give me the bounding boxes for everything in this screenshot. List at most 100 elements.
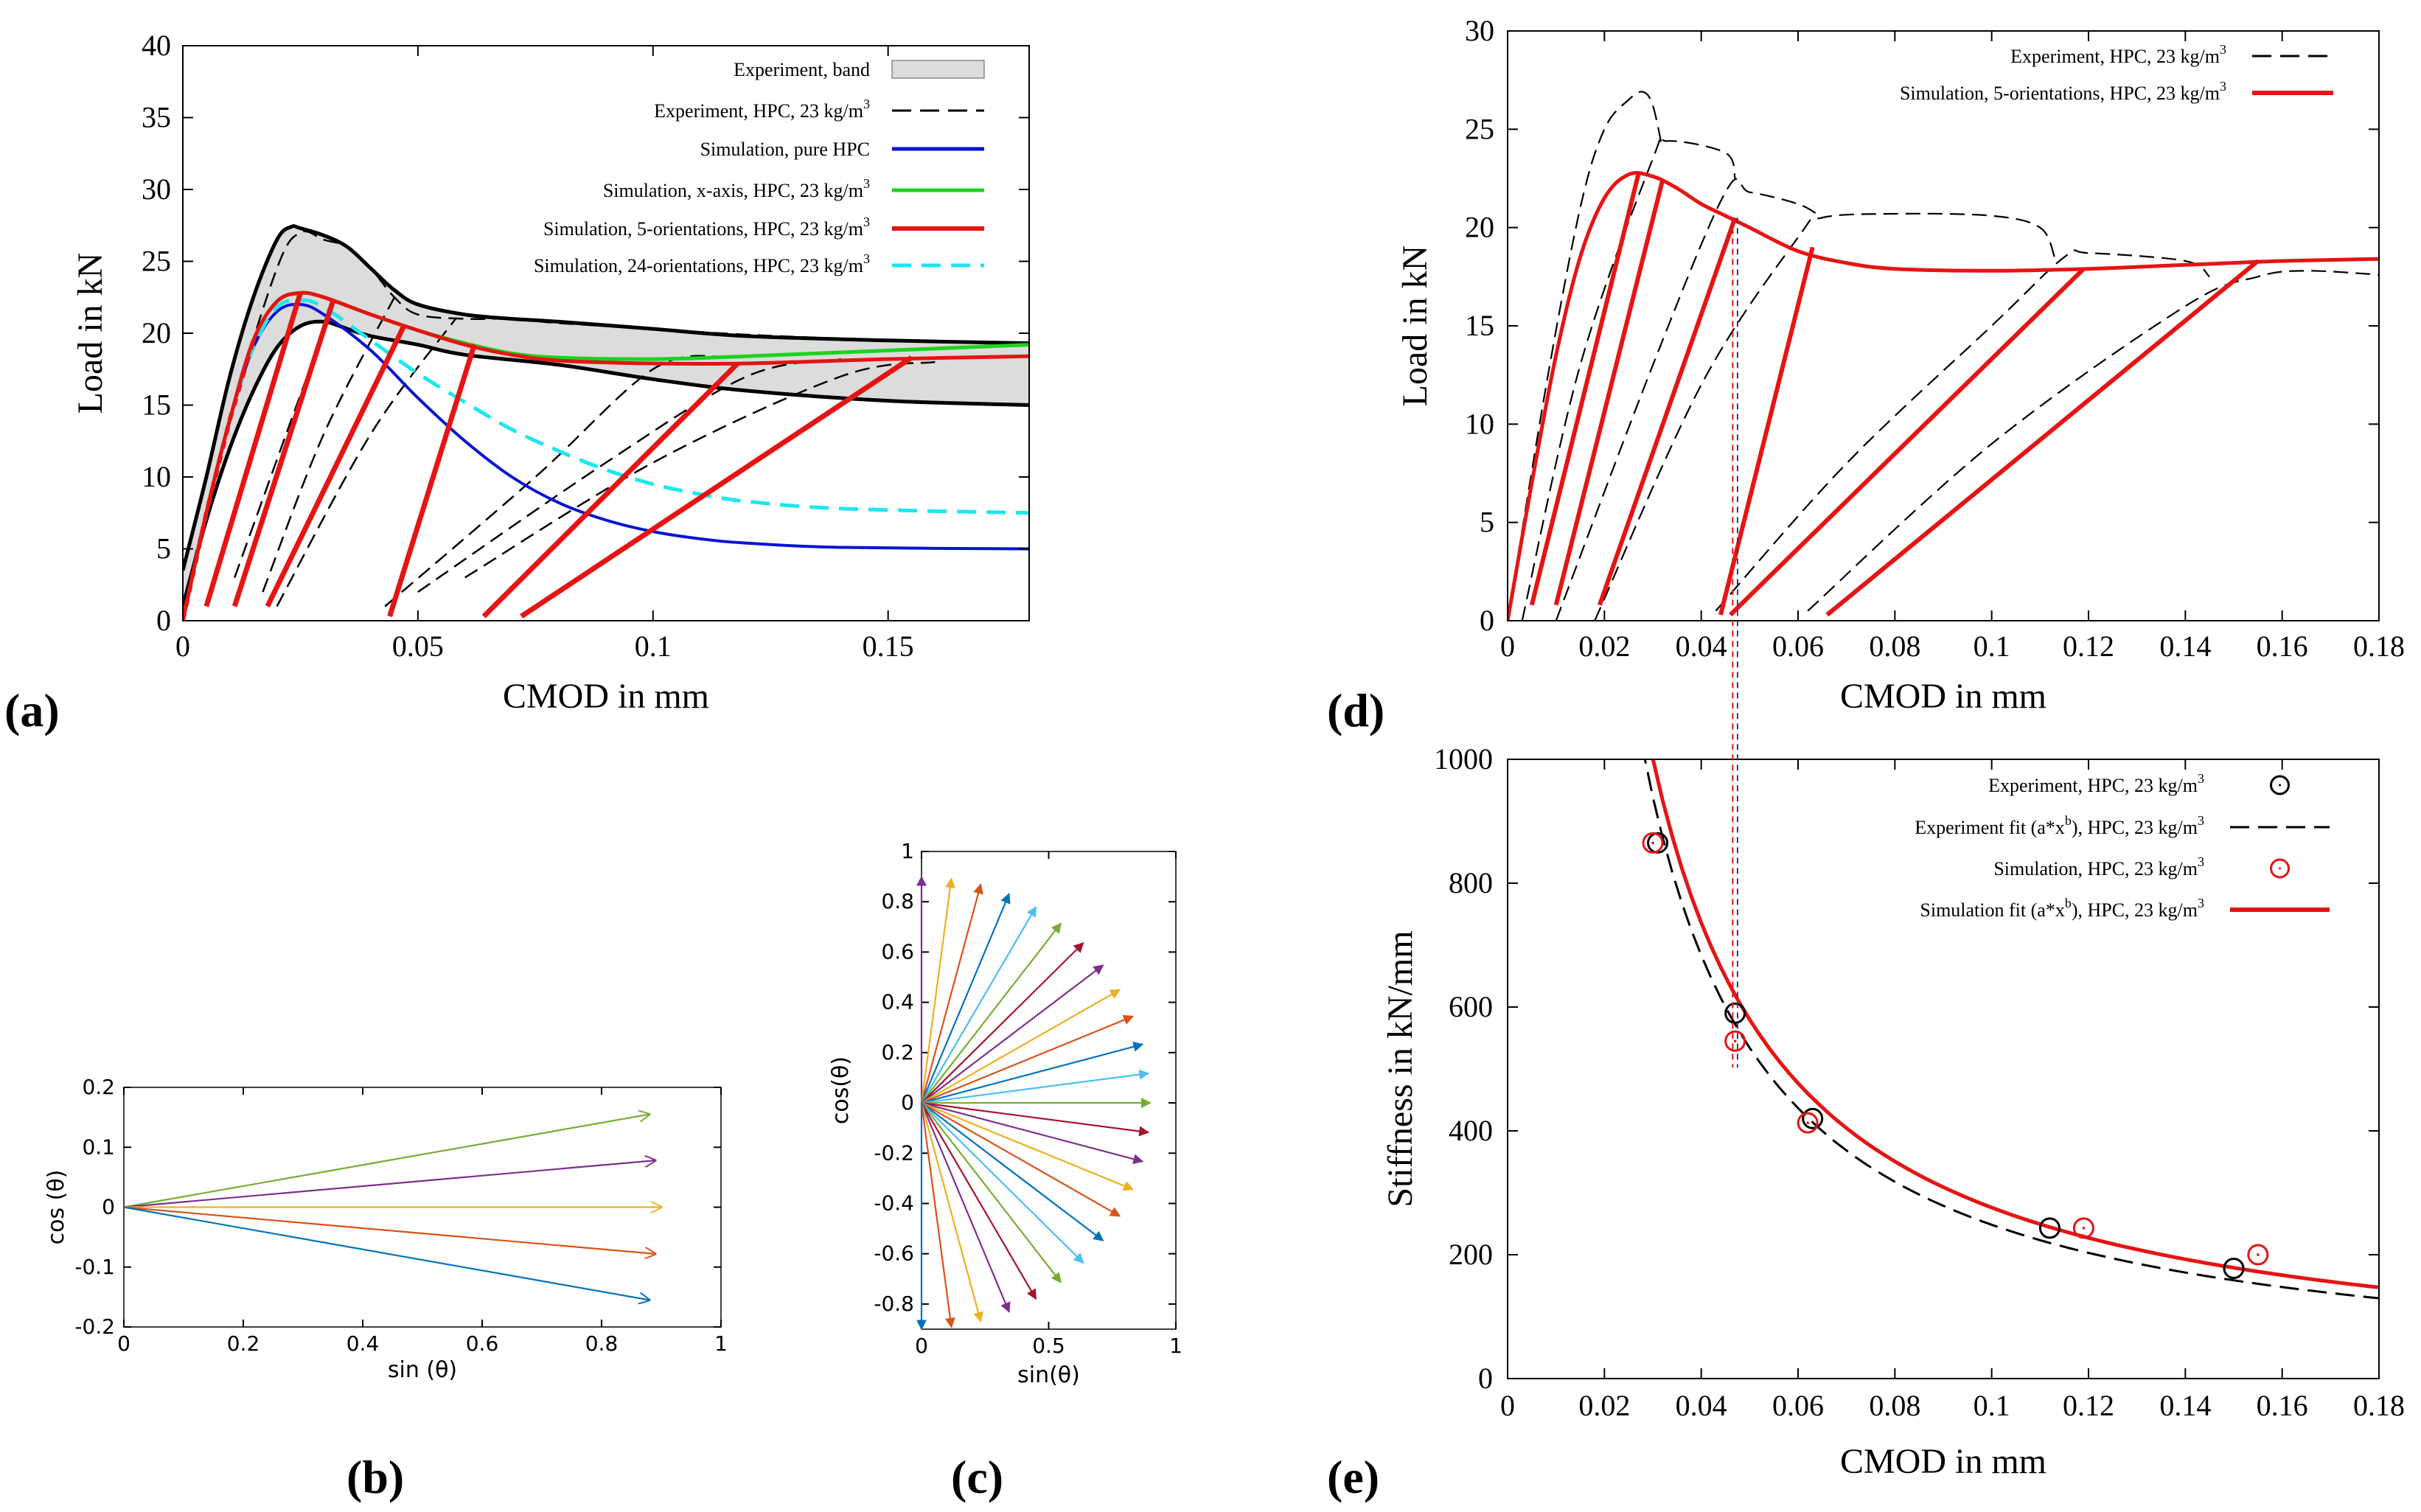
legend-label: Simulation, 24-orientations, HPC, 23 kg/… bbox=[534, 251, 870, 276]
y-axis-label: Stiffness in kN/mm bbox=[1381, 930, 1420, 1207]
orientation-vector bbox=[921, 1101, 1150, 1137]
legend-label-tail: ), HPC, 23 kg/m bbox=[2072, 899, 2198, 921]
legend-label-sup: 3 bbox=[863, 215, 870, 229]
panel-e-chart: 0 0.02 0.04 0.06 0.08 0.1 0.12 0.14 0.16 0.18 0 200… bbox=[1381, 742, 2405, 1481]
y-tick-label: 20 bbox=[142, 316, 171, 349]
simulation-unloading-line bbox=[203, 292, 303, 607]
y-tick-label: 0.2 bbox=[82, 1075, 115, 1099]
orientation-vector bbox=[123, 1160, 655, 1208]
orientation-vector bbox=[920, 1102, 983, 1323]
x-tick-label: 0.05 bbox=[392, 630, 444, 663]
simulation-point bbox=[1797, 1112, 1819, 1134]
y-tick-label: 0 bbox=[1478, 1362, 1493, 1395]
orientation-vector bbox=[920, 1102, 955, 1328]
band-lower-edge bbox=[183, 319, 1029, 607]
x-tick-label: 0.02 bbox=[1578, 630, 1630, 663]
simulation-point bbox=[1642, 832, 1664, 854]
legend-label-tail: ), HPC, 23 kg/m bbox=[2072, 817, 2198, 838]
legend-label: Simulation, HPC, 23 kg/m3 bbox=[1993, 854, 2204, 879]
y-tick-label: 25 bbox=[1465, 112, 1494, 145]
legend-label-sup: b bbox=[2065, 896, 2072, 910]
simulation-point-center bbox=[2257, 1253, 2260, 1256]
legend-swatch-band bbox=[891, 60, 985, 79]
simulation-point-center bbox=[1806, 1121, 1809, 1124]
panel-label-e: (e) bbox=[1327, 1451, 1379, 1503]
y-tick-label: 5 bbox=[156, 532, 171, 565]
legend-label: Simulation, 5-orientations, HPC, 23 kg/m… bbox=[543, 215, 870, 240]
experiment-curve bbox=[384, 355, 724, 607]
y-tick-label: 0 bbox=[102, 1195, 115, 1219]
orientation-vector bbox=[123, 1206, 649, 1300]
simulation-5-orient-curve bbox=[183, 290, 1029, 621]
x-tick-label: 0.1 bbox=[1974, 630, 2010, 663]
y-tick-label: 200 bbox=[1449, 1238, 1493, 1271]
orientation-vector bbox=[921, 989, 1121, 1104]
simulation-unloading-line bbox=[387, 344, 477, 618]
experiment-curve bbox=[1508, 91, 1664, 621]
panel-label-b: (b) bbox=[346, 1451, 404, 1503]
x-axis-label: CMOD in mm bbox=[1840, 1442, 2046, 1481]
legend-label-text: Simulation, 24-orientations, HPC, 23 kg/… bbox=[534, 255, 863, 276]
legend-label-text: Experiment, HPC, 23 kg/m bbox=[1988, 775, 2198, 796]
x-tick-label: 0 bbox=[117, 1331, 130, 1356]
legend-label-sup: 3 bbox=[863, 97, 870, 111]
x-tick-label: 0.18 bbox=[2353, 1389, 2405, 1422]
y-tick-label: -0.2 bbox=[874, 1140, 914, 1165]
y-tick-label: 0.2 bbox=[881, 1040, 914, 1065]
x-tick-label: 0.2 bbox=[227, 1331, 260, 1356]
simulation-unloading-line bbox=[1529, 173, 1641, 606]
panel-a-chart: 0 0.05 0.1 0.15 0 5 10 15 20 25 30 35 40 CMOD in mm Lo… bbox=[71, 29, 1030, 716]
orientation-vector bbox=[921, 922, 1062, 1104]
y-tick-label: 5 bbox=[1480, 506, 1494, 539]
legend-label-text: Experiment fit (a*x bbox=[1915, 817, 2065, 838]
x-tick-label: 1 bbox=[1169, 1334, 1182, 1358]
experiment-curve bbox=[1807, 270, 2379, 612]
x-tick-label: 0.6 bbox=[466, 1331, 499, 1356]
panel-label-d: (d) bbox=[1327, 684, 1384, 736]
x-axis-label: sin (θ) bbox=[388, 1357, 457, 1383]
simulation-point-center bbox=[1651, 841, 1654, 845]
legend-label-text: Simulation fit (a*x bbox=[1920, 899, 2064, 921]
simulation-unloading-line bbox=[520, 355, 913, 619]
x-tick-label: 0 bbox=[175, 630, 190, 663]
y-tick-label: 0.4 bbox=[881, 990, 914, 1014]
y-tick-label: 40 bbox=[142, 29, 171, 62]
simulation-24-orient-curve bbox=[183, 298, 1029, 621]
orientation-vector bbox=[921, 1102, 1104, 1241]
panel-label-c: (c) bbox=[951, 1451, 1003, 1503]
x-tick-label: 0.18 bbox=[2353, 630, 2405, 663]
experiment-curve bbox=[464, 360, 936, 579]
y-tick-label: 10 bbox=[142, 460, 171, 493]
y-tick-label: 0.8 bbox=[881, 889, 914, 913]
legend-label-sup: 3 bbox=[863, 251, 870, 266]
x-tick-label: 0.5 bbox=[1032, 1334, 1065, 1358]
x-tick-label: 0.08 bbox=[1869, 630, 1920, 663]
y-tick-label: 15 bbox=[142, 389, 171, 422]
simulation-fit-curve bbox=[1651, 759, 2379, 1289]
x-tick-label: 0.14 bbox=[2159, 1389, 2211, 1422]
orientation-vector bbox=[921, 1101, 1144, 1165]
y-tick-label: 800 bbox=[1449, 866, 1493, 899]
legend-label-sup: 3 bbox=[2220, 42, 2226, 57]
y-tick-label: 30 bbox=[1465, 14, 1494, 47]
experiment-point bbox=[2223, 1257, 2245, 1279]
legend-label-text: Experiment, HPC, 23 kg/m bbox=[654, 100, 863, 122]
x-tick-label: 0 bbox=[1500, 630, 1515, 663]
legend-label-sup: 3 bbox=[2198, 771, 2204, 786]
plot-frame bbox=[921, 851, 1177, 1330]
band-upper-edge bbox=[183, 224, 1029, 571]
orientation-vector bbox=[123, 1206, 655, 1254]
experiment-curve bbox=[276, 318, 456, 607]
x-tick-label: 0.12 bbox=[2063, 630, 2114, 663]
legend-label: Simulation, x-axis, HPC, 23 kg/m3 bbox=[603, 176, 870, 201]
legend-label: Experiment fit (a*xb), HPC, 23 kg/m3 bbox=[1915, 813, 2204, 838]
x-tick-label: 0.06 bbox=[1772, 630, 1824, 663]
experiment-curve bbox=[183, 230, 1029, 607]
simulation-unloading-line bbox=[481, 361, 740, 619]
y-axis-label: Load in kN bbox=[1396, 245, 1435, 407]
y-tick-label: 25 bbox=[142, 245, 171, 278]
legend-marker-experiment bbox=[2270, 775, 2290, 795]
experiment-point bbox=[2038, 1217, 2061, 1239]
legend-label-text: Simulation, x-axis, HPC, 23 kg/m bbox=[603, 180, 863, 201]
legend-marker-dot bbox=[2279, 867, 2281, 870]
